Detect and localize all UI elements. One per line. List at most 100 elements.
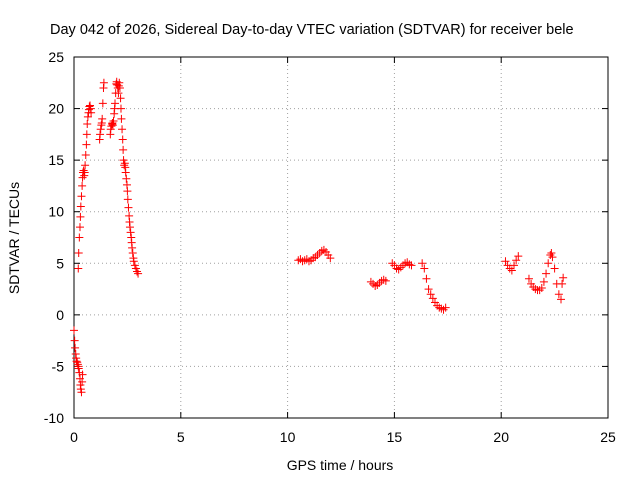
data-point xyxy=(124,203,133,212)
plot-frame xyxy=(73,56,609,419)
data-point xyxy=(535,286,544,295)
data-point xyxy=(313,251,322,260)
data-point xyxy=(557,295,566,304)
data-point xyxy=(74,264,83,273)
data-point xyxy=(75,223,84,232)
data-point xyxy=(539,277,548,286)
data-point xyxy=(392,264,401,273)
data-point xyxy=(123,195,132,204)
data-point xyxy=(96,125,105,134)
data-point xyxy=(407,261,416,270)
data-point xyxy=(116,94,125,103)
data-point xyxy=(304,257,313,266)
data-point xyxy=(77,388,86,397)
data-point xyxy=(118,135,127,144)
data-point xyxy=(548,253,557,262)
data-point xyxy=(309,254,318,263)
data-point xyxy=(81,150,90,159)
grid xyxy=(74,57,608,418)
data-point xyxy=(118,125,127,134)
y-tick-label: -10 xyxy=(44,410,64,426)
data-point xyxy=(428,294,437,303)
data-point xyxy=(76,212,85,221)
data-point xyxy=(317,246,326,255)
data-point xyxy=(122,174,131,183)
y-tick-label: 10 xyxy=(48,204,64,220)
data-point xyxy=(75,233,84,242)
data-point xyxy=(319,245,328,254)
data-point xyxy=(418,259,427,268)
data-point xyxy=(558,279,567,288)
data-point xyxy=(80,168,89,177)
data-point xyxy=(83,120,92,129)
data-point xyxy=(398,261,407,270)
data-point xyxy=(307,256,316,265)
data-point xyxy=(326,254,335,263)
data-point xyxy=(120,161,129,170)
data-point xyxy=(401,259,410,268)
data-point xyxy=(81,161,90,170)
data-point xyxy=(379,275,388,284)
data-point xyxy=(115,83,124,92)
data-point xyxy=(531,285,540,294)
data-point xyxy=(133,267,142,276)
data-point xyxy=(507,266,516,275)
data-point xyxy=(123,187,132,196)
data-point xyxy=(128,243,137,252)
data-point xyxy=(388,259,397,268)
data-point xyxy=(366,277,375,286)
data-point xyxy=(114,89,123,98)
data-point xyxy=(73,358,82,367)
y-tick-label: 5 xyxy=(56,255,64,271)
data-point xyxy=(514,252,523,261)
data-point xyxy=(78,181,87,190)
data-point xyxy=(394,265,403,274)
data-point xyxy=(381,276,390,285)
data-point xyxy=(439,305,448,314)
data-point xyxy=(505,264,514,273)
data-point xyxy=(426,290,435,299)
data-point xyxy=(315,248,324,257)
data-point xyxy=(116,104,125,113)
data-point xyxy=(125,223,134,232)
chart-title: Day 042 of 2026, Sidereal Day-to-day VTE… xyxy=(50,22,574,38)
data-point xyxy=(537,284,546,293)
data-point xyxy=(396,263,405,272)
x-tick-label: 0 xyxy=(70,429,78,445)
data-point xyxy=(405,260,414,269)
data-point xyxy=(420,264,429,273)
data-point xyxy=(554,290,563,299)
data-point xyxy=(115,78,124,87)
data-point xyxy=(83,112,92,121)
x-axis-label: GPS time / hours xyxy=(287,457,394,473)
y-axis-label: SDTVAR / TECUs xyxy=(6,182,22,294)
data-point xyxy=(371,281,380,290)
data-point xyxy=(82,130,91,139)
data-point xyxy=(109,116,118,125)
x-tick-label: 15 xyxy=(387,429,403,445)
data-point xyxy=(542,269,551,278)
data-point xyxy=(82,140,91,149)
data-point xyxy=(373,280,382,289)
data-point xyxy=(524,274,533,283)
data-point xyxy=(99,78,108,87)
data-point xyxy=(546,251,555,260)
data-point xyxy=(76,202,85,211)
data-point xyxy=(437,304,446,313)
data-point xyxy=(129,257,138,266)
x-tick-label: 10 xyxy=(280,429,296,445)
y-tick-label: 25 xyxy=(48,49,64,65)
y-tick-label: 0 xyxy=(56,307,64,323)
data-point xyxy=(96,130,105,139)
data-point xyxy=(529,283,538,292)
data-point xyxy=(422,274,431,283)
y-tick-label: -5 xyxy=(52,358,65,374)
data-point xyxy=(78,377,87,386)
data-point xyxy=(512,256,521,265)
data-point xyxy=(547,248,556,257)
data-point xyxy=(424,285,433,294)
data-point xyxy=(550,264,559,273)
data-point xyxy=(98,99,107,108)
data-point xyxy=(128,248,137,257)
data-point xyxy=(311,253,320,262)
